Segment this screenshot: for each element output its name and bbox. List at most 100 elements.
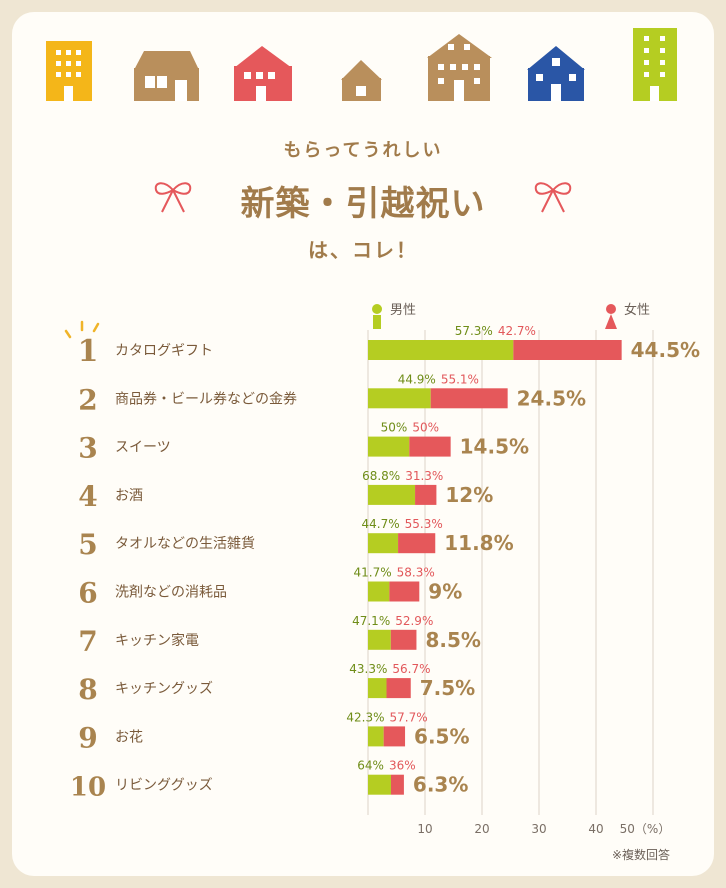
male-share-label: 47.1% <box>352 614 390 628</box>
legend-female-label: 女性 <box>624 302 650 318</box>
female-share-label: 57.7% <box>390 710 428 724</box>
male-share-label: 41.7% <box>354 566 392 580</box>
male-share-label: 44.7% <box>362 517 400 531</box>
category-label: お酒 <box>115 488 143 504</box>
female-share-label: 55.3% <box>405 517 443 531</box>
tower-green-icon <box>633 28 677 101</box>
bar-female <box>513 340 622 360</box>
house-brown-large-icon <box>427 34 492 101</box>
bar-male <box>368 340 514 360</box>
total-value-label: 12% <box>445 483 493 507</box>
bar-male <box>368 774 391 795</box>
female-share-label: 55.1% <box>441 372 479 386</box>
category-label: お花 <box>115 729 143 745</box>
total-value-label: 6.5% <box>414 724 469 748</box>
category-label: リビンググッズ <box>115 778 213 794</box>
male-share-label: 68.8% <box>362 469 400 483</box>
footnote: ※複数回答 <box>612 848 671 862</box>
ranking-row: 7 キッチン家電 8.5% 47.1% 52.9% <box>78 614 481 658</box>
rank-number: 6 <box>78 577 97 610</box>
bar-female <box>389 581 420 602</box>
x-tick-label: 40 <box>588 822 603 836</box>
category-label: 洗剤などの消耗品 <box>115 585 227 601</box>
ranking-row: 1 カタログギフト 44.5% 57.3% 42.7% <box>78 324 700 369</box>
ranking-row: 8 キッチングッズ 7.5% 43.3% 56.7% <box>78 662 475 706</box>
house-small-icon <box>341 60 382 101</box>
rank-number: 5 <box>78 528 97 561</box>
ranking-row: 2 商品券・ビール券などの金券 24.5% 44.9% 55.1% <box>78 372 586 416</box>
category-label: キッチン家電 <box>115 632 199 649</box>
female-share-label: 50% <box>412 421 439 435</box>
total-value-label: 9% <box>428 580 462 604</box>
chart-grid: 10 20 30 40 50（%） <box>367 330 671 836</box>
bar-female <box>390 774 404 795</box>
bar-female <box>390 629 417 650</box>
rank-number: 8 <box>78 673 97 706</box>
female-share-label: 36% <box>389 759 416 773</box>
total-value-label: 7.5% <box>420 676 475 700</box>
category-label: タオルなどの生活雑貨 <box>115 535 255 552</box>
ranking-row: 9 お花 6.5% 42.3% 57.7% <box>78 710 469 754</box>
total-value-label: 11.8% <box>444 531 513 555</box>
ribbon-bow-left-icon <box>154 182 192 213</box>
house-red-icon <box>234 46 292 101</box>
house-blue-icon <box>527 46 585 101</box>
rank-number: 9 <box>78 721 97 754</box>
bar-female <box>409 436 451 457</box>
house-icons-row <box>46 28 677 101</box>
subtitle: もらってうれしい <box>283 140 443 161</box>
bar-female <box>386 678 411 699</box>
bar-male <box>368 533 399 554</box>
card-frame <box>12 12 714 876</box>
bar-female <box>398 533 436 554</box>
rank-number: 3 <box>78 432 97 465</box>
category-label: キッチングッズ <box>115 681 213 697</box>
total-value-label: 44.5% <box>631 338 700 362</box>
bar-male <box>368 726 384 747</box>
x-tick-label: 10 <box>417 822 432 836</box>
bar-male <box>368 678 387 699</box>
x-tick-label: 20 <box>474 822 489 836</box>
total-value-label: 14.5% <box>460 435 529 459</box>
female-share-label: 42.7% <box>498 324 536 338</box>
x-tick-label: 30 <box>531 822 546 836</box>
total-value-label: 24.5% <box>517 386 586 410</box>
male-share-label: 57.3% <box>455 324 493 338</box>
legend-male: 男性 <box>372 303 416 329</box>
female-share-label: 31.3% <box>405 469 443 483</box>
male-share-label: 44.9% <box>398 372 436 386</box>
male-share-label: 50% <box>381 421 408 435</box>
ranking-row: 3 スイーツ 14.5% 50% 50% <box>78 421 529 465</box>
rank-number: 10 <box>70 773 106 803</box>
category-label: 商品券・ビール券などの金券 <box>115 391 297 407</box>
ribbon-bow-right-icon <box>534 182 572 213</box>
bar-male <box>368 629 391 650</box>
category-label: カタログギフト <box>115 343 213 359</box>
category-label: スイーツ <box>115 440 171 456</box>
title-suffix: は、コレ！ <box>308 238 418 262</box>
bar-female <box>430 388 508 409</box>
legend-female: 女性 <box>605 302 650 329</box>
ranking-row: 4 お酒 12% 68.8% 31.3% <box>78 469 493 513</box>
ranking-row: 6 洗剤などの消耗品 9% 41.7% 58.3% <box>78 566 462 610</box>
total-value-label: 8.5% <box>425 628 480 652</box>
house-brown-wide-icon <box>134 51 199 101</box>
bar-male <box>368 388 431 409</box>
female-share-label: 58.3% <box>397 566 435 580</box>
ranking-row: 10 リビンググッズ 6.3% 64% 36% <box>70 759 468 803</box>
bar-female <box>383 726 406 747</box>
female-share-label: 52.9% <box>395 614 433 628</box>
total-value-label: 6.3% <box>413 773 468 797</box>
bar-male <box>368 436 410 457</box>
rank-number: 1 <box>78 334 99 369</box>
male-share-label: 64% <box>357 759 384 773</box>
x-tick-label: 50（%） <box>620 822 671 836</box>
male-share-label: 42.3% <box>346 710 384 724</box>
rank-number: 4 <box>78 480 97 513</box>
legend-male-label: 男性 <box>390 303 416 318</box>
male-share-label: 43.3% <box>349 662 387 676</box>
page-title: 新築・引越祝い <box>240 184 486 224</box>
rank-one-sparkle-icon <box>64 320 100 339</box>
rank-number: 2 <box>78 383 97 416</box>
apartment-yellow-icon <box>46 41 92 101</box>
